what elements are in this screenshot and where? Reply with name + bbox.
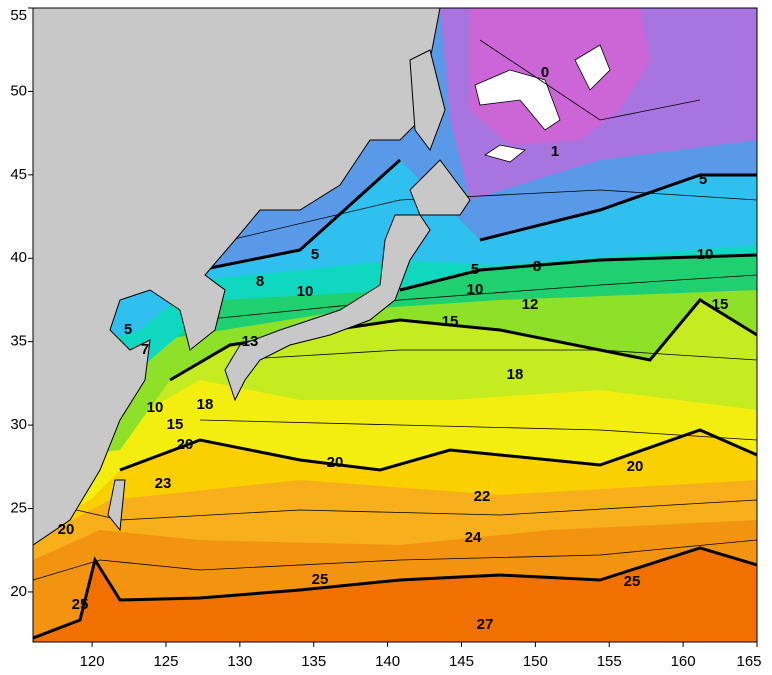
x-tick-label: 120	[80, 653, 105, 670]
y-tick-label: 45	[10, 166, 27, 183]
contour-label: 25	[312, 571, 329, 588]
contour-label: 10	[467, 281, 484, 298]
contour-label: 1	[551, 143, 559, 160]
isotherm-25	[33, 546, 757, 640]
contour-label: 23	[155, 475, 172, 492]
ice-patch	[474, 44, 611, 163]
contour-label: 18	[197, 396, 214, 413]
contour-label: 20	[327, 454, 344, 471]
isotherm-5	[199, 158, 757, 272]
contour-label: 13	[242, 333, 259, 350]
isotherm-10	[399, 253, 757, 292]
contour-label: 20	[627, 458, 644, 475]
contour-label: 24	[465, 529, 482, 546]
contour-label: 25	[72, 596, 89, 613]
x-tick-label: 140	[375, 653, 400, 670]
isotherm	[33, 39, 757, 581]
x-tick-label: 130	[227, 653, 252, 670]
contour-label: 20	[177, 436, 194, 453]
frame	[32, 7, 758, 643]
x-tick-label: 125	[153, 653, 178, 670]
honshu	[224, 214, 431, 402]
y-tick-label: 40	[10, 249, 27, 266]
y-tick-label: 35	[10, 333, 27, 350]
contour-label: 7	[141, 341, 149, 358]
x-tick-label: 155	[597, 653, 622, 670]
y-tick-label: 50	[10, 82, 27, 99]
x-tick-label: 150	[523, 653, 548, 670]
y-tick-label: 20	[10, 583, 27, 600]
contour-label: 15	[167, 416, 184, 433]
sakhalin	[409, 49, 446, 152]
contour-label: 5	[311, 246, 319, 263]
y-tick-label: 25	[10, 499, 27, 516]
contour-label: 18	[507, 366, 524, 383]
y-tick-label: 55	[10, 7, 27, 24]
contour-label: 8	[256, 273, 264, 290]
contour-label: 10	[297, 283, 314, 300]
contour-label: 0	[541, 64, 549, 81]
hokkaido	[409, 159, 471, 216]
contour-label: 10	[147, 399, 164, 416]
contour-label: 10	[697, 246, 714, 263]
taiwan	[107, 479, 126, 532]
contour-label: 5	[699, 171, 707, 188]
x-tick-label: 135	[301, 653, 326, 670]
contour-label: 5	[471, 261, 479, 278]
contour-label: 5	[124, 321, 132, 338]
contour-label: 8	[533, 258, 541, 275]
x-tick-label: 165	[736, 653, 761, 670]
contour-label: 15	[712, 296, 729, 313]
contour-label: 27	[477, 616, 494, 633]
contour-label: 15	[442, 313, 459, 330]
y-tick-label: 30	[10, 416, 27, 433]
mainland	[32, 7, 441, 546]
contour-label: 20	[58, 521, 75, 538]
contour-label: 12	[522, 296, 539, 313]
x-tick-label: 160	[671, 653, 696, 670]
x-tick-label: 145	[449, 653, 474, 670]
isotherm-15	[169, 298, 757, 382]
contour-label: 22	[474, 488, 491, 505]
contour-label: 25	[624, 573, 641, 590]
zone-0	[470, 8, 650, 145]
land	[32, 7, 471, 546]
isotherm-20	[119, 428, 757, 472]
